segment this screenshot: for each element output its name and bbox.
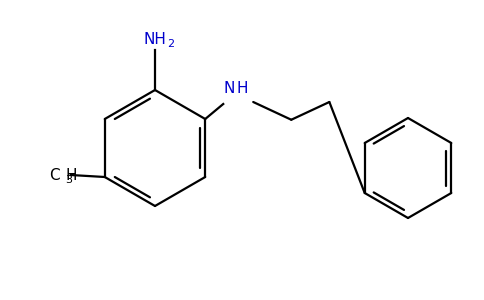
Text: 3: 3	[65, 175, 72, 185]
Text: 2: 2	[167, 39, 175, 49]
Text: H: H	[65, 167, 77, 182]
Text: H: H	[237, 81, 248, 96]
Text: C: C	[49, 167, 60, 182]
Text: N: N	[224, 81, 235, 96]
Text: NH: NH	[144, 32, 166, 47]
